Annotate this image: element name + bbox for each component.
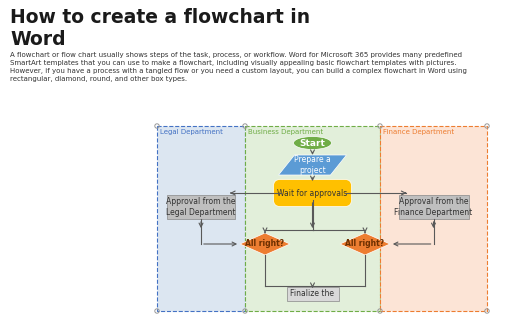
Text: Approval from the
Finance Department: Approval from the Finance Department [394, 197, 473, 217]
Text: Finalize the: Finalize the [290, 290, 334, 299]
FancyBboxPatch shape [245, 126, 380, 311]
FancyBboxPatch shape [273, 180, 352, 206]
Ellipse shape [293, 137, 331, 149]
Text: Business Department: Business Department [248, 129, 323, 135]
Text: All right?: All right? [245, 239, 285, 249]
Text: However, if you have a process with a tangled flow or you need a custom layout, : However, if you have a process with a ta… [10, 68, 467, 74]
FancyBboxPatch shape [398, 195, 468, 219]
Polygon shape [279, 155, 347, 175]
Text: SmartArt templates that you can use to make a flowchart, including visually appe: SmartArt templates that you can use to m… [10, 60, 457, 66]
Text: Word: Word [10, 30, 66, 49]
Text: Prepare a
project: Prepare a project [294, 155, 331, 175]
Text: Approval from the
Legal Department: Approval from the Legal Department [166, 197, 236, 217]
Text: All right?: All right? [346, 239, 385, 249]
Polygon shape [340, 233, 390, 255]
Text: Legal Department: Legal Department [160, 129, 223, 135]
Polygon shape [240, 233, 290, 255]
Text: Finance Department: Finance Department [383, 129, 454, 135]
FancyBboxPatch shape [287, 287, 338, 301]
FancyBboxPatch shape [167, 195, 235, 219]
FancyBboxPatch shape [380, 126, 487, 311]
Text: A flowchart or flow chart usually shows steps of the task, process, or workflow.: A flowchart or flow chart usually shows … [10, 52, 462, 58]
FancyBboxPatch shape [157, 126, 245, 311]
Text: Start: Start [300, 139, 326, 148]
Text: rectangular, diamond, round, and other box types.: rectangular, diamond, round, and other b… [10, 76, 187, 82]
Text: Wait for approvals: Wait for approvals [278, 188, 348, 197]
Text: How to create a flowchart in: How to create a flowchart in [10, 8, 310, 27]
